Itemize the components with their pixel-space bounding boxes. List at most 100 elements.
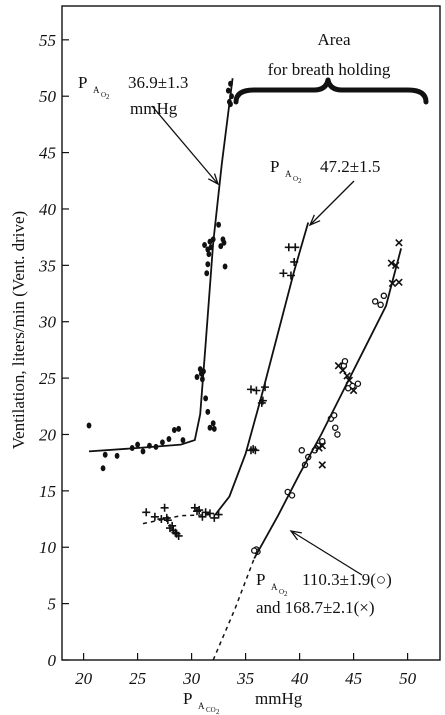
series2-point-14 [195,506,204,515]
series4-point-9 [387,259,396,267]
series1-point-8 [153,443,159,450]
series4-point-12 [395,239,403,247]
series2-label-sub-2: 2 [298,177,302,185]
series1-arrow-head [207,173,220,186]
x-axis-label-sub-2: 2 [216,708,220,715]
series1-label-sub-2: 2 [106,93,110,101]
series2-point-23 [247,385,255,394]
series2-point-18 [210,513,219,522]
annotations: Area for breath holding P A O 2 36.9±1.3… [9,30,429,715]
x-tick-label-20: 20 [75,669,93,688]
series1-label-value: 36.9±1.3 [128,73,188,92]
series1-point-40 [228,80,233,87]
series2-point-31 [291,243,300,252]
series4-point-8 [388,279,397,288]
series2-extrapolation-line [142,513,216,525]
area-brace [233,77,429,105]
series4-point-0 [318,461,327,469]
series1-point-36 [222,263,228,270]
series2-point-24 [252,386,261,395]
series1-point-25 [205,261,211,268]
x-tick-label-30: 30 [182,669,201,688]
y-tick-label-50: 50 [39,87,57,106]
series1-point-19 [203,395,209,402]
series1-point-32 [216,221,222,228]
series2-point-26 [261,383,270,392]
x-tick-label-25: 25 [129,669,146,688]
series3-label-value: 110.3±1.9(○) [302,570,392,589]
y-tick-label-10: 10 [39,538,57,557]
series1-point-21 [207,424,213,431]
series1-point-18 [201,368,206,375]
x-axis-label-unit: mmHg [255,689,303,708]
series3-label-line2: and 168.7±2.1(×) [256,598,375,617]
series1-point-2 [102,451,108,458]
y-tick-label-20: 20 [39,425,57,444]
series1-point-6 [140,448,146,455]
series1-point-38 [228,101,233,108]
series2-point-11 [174,531,183,540]
y-tick-label-45: 45 [39,144,56,163]
series1-arrow-shaft [151,105,219,185]
series3-label-p: P [256,570,265,589]
series2-point-29 [286,271,295,280]
series1-label-p: P [78,73,87,92]
series2-arrow-head [308,214,321,227]
y-tick-label-30: 30 [38,313,57,332]
x-tick-label-35: 35 [236,669,254,688]
series1-label-sub-a: A [93,85,100,95]
series4-fit-line [253,248,402,559]
series1-point-20 [205,408,211,415]
series1-point-30 [206,251,212,258]
series4-point-7 [343,372,351,380]
series1-fit-line [88,78,234,453]
series3-arrow-head [289,530,302,541]
series1-point-5 [135,441,141,448]
series1-point-39 [229,93,234,100]
series3-label-sub-a: A [271,582,278,592]
area-label-line1: Area [317,30,350,49]
series3-point-14 [331,424,339,431]
series1-point-23 [211,425,217,432]
y-tick-label-40: 40 [39,200,57,219]
series2-label-sub-o: O [293,175,298,183]
series2-point-27 [258,396,267,405]
plot-border [61,5,441,661]
series1-point-10 [166,435,172,442]
series3-arrow-shaft [290,530,363,576]
series2-point-0 [142,508,151,517]
series4-point-2 [318,441,327,450]
series2-point-15 [198,512,207,521]
series3-point-6 [298,447,306,454]
plot-marks [86,78,403,661]
series2-label-sub-a: A [285,169,292,179]
series3-point-22 [380,292,388,300]
series2-point-28 [279,269,288,278]
series3-label-sub-2: 2 [284,590,288,598]
series1-point-1 [100,465,106,472]
series4-point-5 [345,376,354,385]
series3-point-19 [341,357,349,365]
series3-point-13 [334,431,341,438]
y-tick-label-35: 35 [38,256,56,275]
plot-frame: 20 25 30 35 40 45 50 0 5 10 15 20 25 30 35 40 45 50 55 [38,5,441,688]
series1-label-sub-o: O [101,91,106,99]
series3-point-17 [354,380,362,387]
y-axis-label: Ventilation, liters/min (Vent. drive) [9,211,28,449]
series1-point-13 [180,437,186,444]
series2-point-5 [163,516,172,525]
series1-point-41 [225,87,231,94]
series4-point-11 [395,278,403,287]
series2-arrow-shaft [309,180,355,226]
y-tick-label-55: 55 [39,31,56,50]
series3-label-sub-o: O [279,588,284,596]
series1-point-12 [176,425,182,432]
series4-point-10 [391,261,400,270]
series1-point-22 [210,420,216,427]
series1-point-33 [218,243,224,250]
series2-point-2 [157,515,166,524]
x-tick-label-50: 50 [399,669,417,688]
series2-point-17 [205,509,214,518]
series2-point-32 [290,257,299,266]
series4-extrapolation-line [212,558,255,661]
